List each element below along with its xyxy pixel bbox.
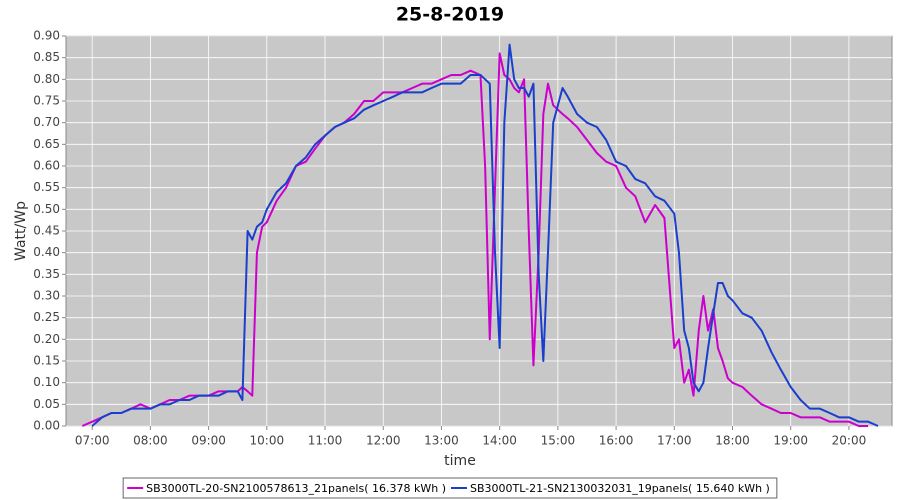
lines [81, 43, 879, 427]
y-tick-label: 0.65 [33, 137, 60, 151]
x-tick-label: 18:00 [715, 434, 750, 448]
x-tick-label: 13:00 [424, 434, 459, 448]
y-tick-label: 0.25 [33, 310, 60, 324]
y-tick-label: 0.15 [33, 354, 60, 368]
y-tick-label: 0.50 [33, 202, 60, 216]
y-tick-label: 0.20 [33, 332, 60, 346]
legend-label: SB3000TL-20-SN2100578613_21panels( 16.37… [146, 482, 446, 495]
y-tick-label: 0.30 [33, 289, 60, 303]
x-tick-label: 20:00 [832, 434, 867, 448]
y-tick-label: 0.80 [33, 72, 60, 86]
chart-title: 25-8-2019 [396, 4, 504, 26]
legend: SB3000TL-20-SN2100578613_21panels( 16.37… [122, 477, 778, 499]
y-tick-label: 0.00 [33, 419, 60, 433]
y-tick-label: 0.60 [33, 159, 60, 173]
grid: 0.00 0.05 0.10 0.15 0.20 0.25 0.30 0.35 0.40 0.45… [33, 29, 892, 448]
x-axis-title: time [444, 453, 476, 469]
x-tick-label: 12:00 [366, 434, 401, 448]
y-tick-label: 0.45 [33, 224, 60, 238]
y-tick-label: 0.70 [33, 115, 60, 129]
series-line [91, 43, 879, 427]
y-axis-title: Watt/Wp [13, 201, 29, 261]
x-tick-label: 07:00 [75, 434, 110, 448]
x-tick-label: 17:00 [657, 434, 692, 448]
y-tick-label: 0.05 [33, 397, 60, 411]
x-tick-label: 16:00 [599, 434, 634, 448]
y-tick-label: 0.75 [33, 94, 60, 108]
y-tick-label: 0.90 [33, 29, 60, 43]
y-tick-label: 0.40 [33, 245, 60, 259]
legend-box [122, 477, 778, 499]
x-tick-label: 10:00 [250, 434, 285, 448]
x-tick-label: 14:00 [482, 434, 517, 448]
y-tick-label: 0.35 [33, 267, 60, 281]
y-tick-label: 0.10 [33, 375, 60, 389]
x-tick-label: 19:00 [773, 434, 808, 448]
y-tick-label: 0.55 [33, 180, 60, 194]
legend-label: SB3000TL-21-SN2130032031_19panels( 15.64… [470, 482, 770, 495]
x-tick-label: 08:00 [133, 434, 168, 448]
x-tick-label: 15:00 [541, 434, 576, 448]
y-tick-label: 0.85 [33, 50, 60, 64]
x-tick-label: 09:00 [191, 434, 226, 448]
x-tick-label: 11:00 [308, 434, 343, 448]
